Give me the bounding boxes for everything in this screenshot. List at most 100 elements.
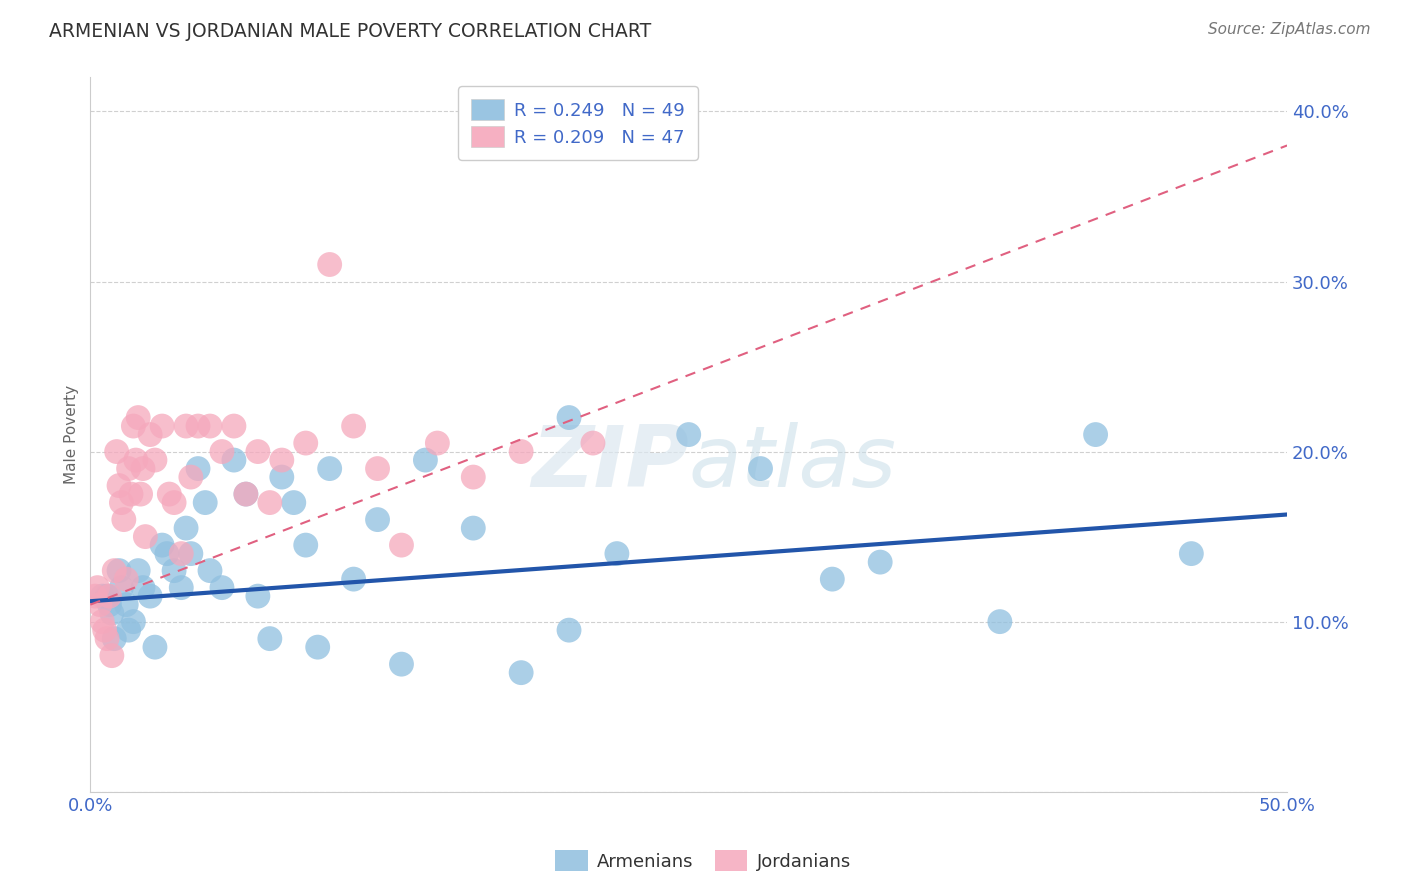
Point	[558, 623, 581, 637]
Point	[426, 436, 449, 450]
Point	[134, 530, 156, 544]
Point	[93, 623, 115, 637]
Point	[163, 495, 186, 509]
Point	[129, 487, 152, 501]
Point	[246, 589, 269, 603]
Point	[125, 453, 148, 467]
Text: ARMENIAN VS JORDANIAN MALE POVERTY CORRELATION CHART: ARMENIAN VS JORDANIAN MALE POVERTY CORRE…	[49, 22, 651, 41]
Point	[367, 461, 389, 475]
Point	[117, 461, 139, 475]
Point	[163, 564, 186, 578]
Y-axis label: Male Poverty: Male Poverty	[65, 385, 79, 484]
Point	[103, 564, 125, 578]
Point	[86, 581, 108, 595]
Point	[342, 419, 364, 434]
Point	[96, 632, 118, 646]
Point	[91, 615, 114, 629]
Point	[1180, 547, 1202, 561]
Point	[259, 495, 281, 509]
Point	[318, 258, 340, 272]
Point	[294, 436, 316, 450]
Text: ZIP: ZIP	[531, 422, 689, 505]
Point	[558, 410, 581, 425]
Point	[194, 495, 217, 509]
Point	[103, 632, 125, 646]
Point	[391, 657, 413, 672]
Point	[157, 487, 180, 501]
Point	[606, 547, 628, 561]
Point	[222, 419, 245, 434]
Point	[174, 419, 197, 434]
Point	[270, 470, 292, 484]
Point	[367, 513, 389, 527]
Legend: R = 0.249   N = 49, R = 0.209   N = 47: R = 0.249 N = 49, R = 0.209 N = 47	[458, 87, 697, 160]
Point	[246, 444, 269, 458]
Point	[391, 538, 413, 552]
Point	[105, 444, 128, 458]
Point	[132, 581, 155, 595]
Point	[318, 461, 340, 475]
Point	[510, 665, 533, 680]
Point	[187, 419, 209, 434]
Legend: Armenians, Jordanians: Armenians, Jordanians	[548, 843, 858, 879]
Point	[84, 589, 107, 603]
Point	[259, 632, 281, 646]
Point	[139, 589, 162, 603]
Point	[180, 470, 202, 484]
Point	[582, 436, 605, 450]
Text: Source: ZipAtlas.com: Source: ZipAtlas.com	[1208, 22, 1371, 37]
Point	[211, 444, 233, 458]
Point	[139, 427, 162, 442]
Point	[127, 410, 149, 425]
Point	[170, 581, 193, 595]
Point	[463, 521, 485, 535]
Point	[110, 581, 132, 595]
Point	[143, 453, 166, 467]
Point	[98, 598, 121, 612]
Point	[96, 589, 118, 603]
Point	[115, 598, 138, 612]
Point	[198, 564, 221, 578]
Point	[270, 453, 292, 467]
Point	[110, 495, 132, 509]
Point	[174, 521, 197, 535]
Point	[869, 555, 891, 569]
Point	[222, 453, 245, 467]
Point	[307, 640, 329, 655]
Point	[150, 538, 173, 552]
Point	[180, 547, 202, 561]
Point	[112, 513, 135, 527]
Point	[283, 495, 305, 509]
Point	[120, 487, 142, 501]
Point	[510, 444, 533, 458]
Point	[294, 538, 316, 552]
Point	[108, 564, 131, 578]
Point	[170, 547, 193, 561]
Point	[127, 564, 149, 578]
Point	[187, 461, 209, 475]
Point	[132, 461, 155, 475]
Point	[89, 598, 111, 612]
Text: atlas: atlas	[689, 422, 897, 505]
Point	[117, 623, 139, 637]
Point	[342, 572, 364, 586]
Point	[98, 589, 121, 603]
Point	[150, 419, 173, 434]
Point	[463, 470, 485, 484]
Point	[108, 478, 131, 492]
Point	[235, 487, 257, 501]
Point	[821, 572, 844, 586]
Point	[91, 589, 114, 603]
Point	[115, 572, 138, 586]
Point	[143, 640, 166, 655]
Point	[198, 419, 221, 434]
Point	[678, 427, 700, 442]
Point	[749, 461, 772, 475]
Point	[101, 648, 124, 663]
Point	[415, 453, 437, 467]
Point	[235, 487, 257, 501]
Point	[156, 547, 179, 561]
Point	[122, 419, 145, 434]
Point	[988, 615, 1011, 629]
Point	[122, 615, 145, 629]
